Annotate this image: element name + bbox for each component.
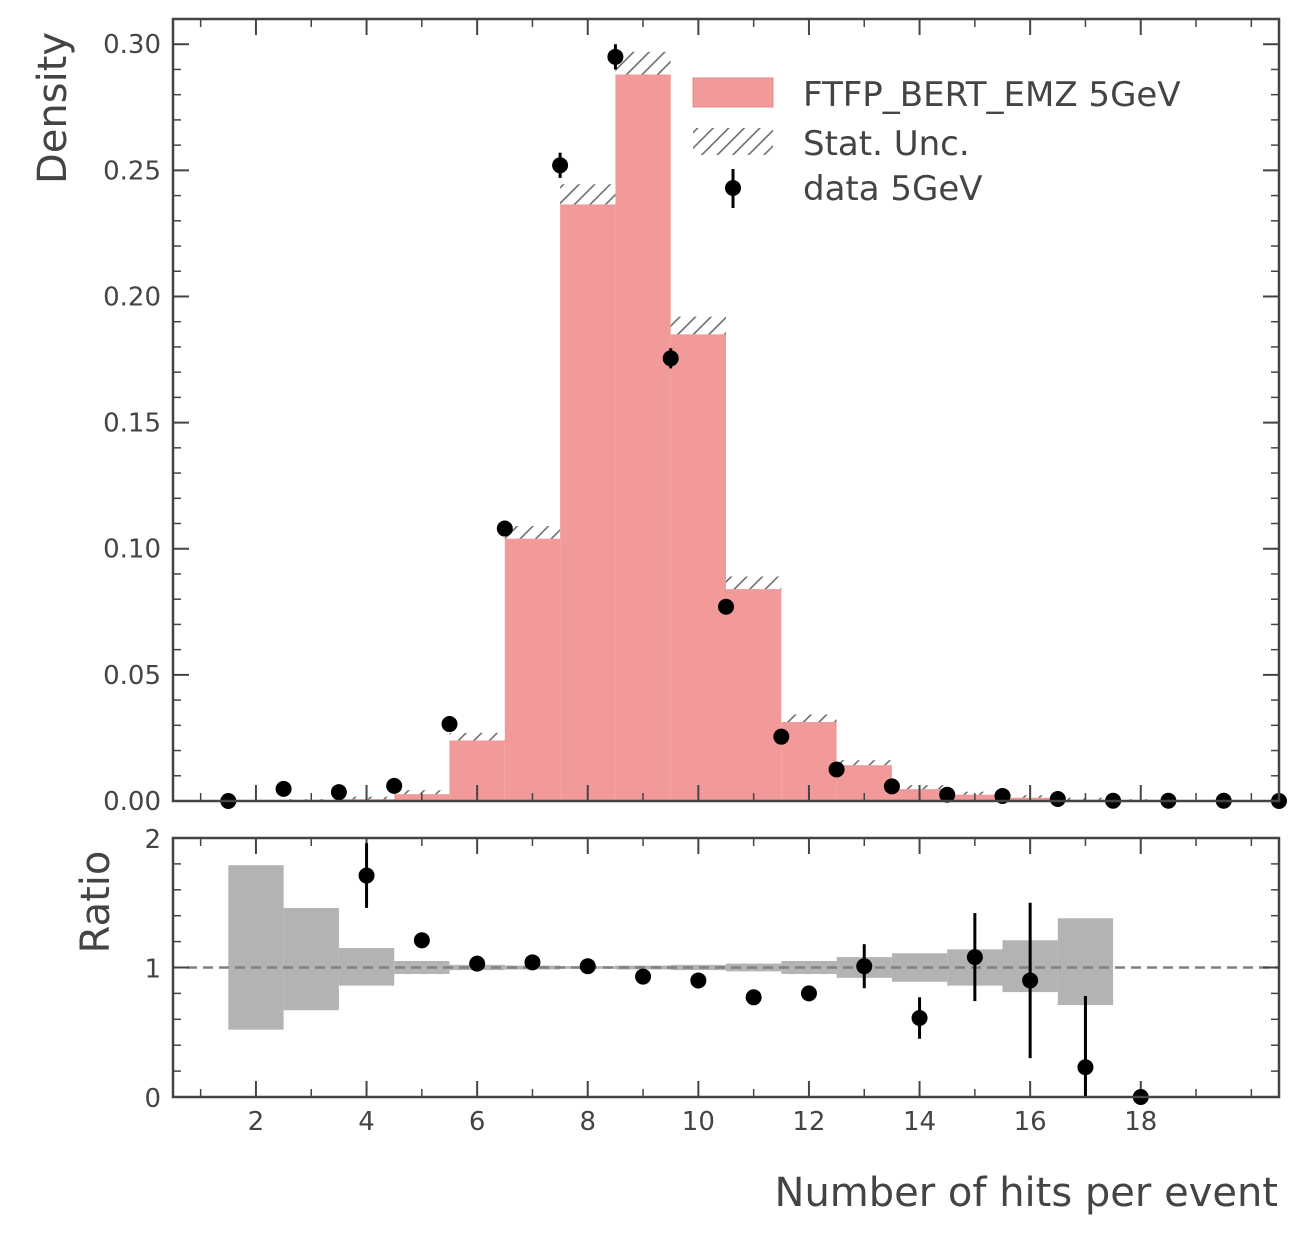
ratio-band-bin <box>1057 918 1114 1006</box>
legend-data-label: data 5GeV <box>803 169 983 209</box>
data-point <box>773 728 790 745</box>
ratio-point <box>966 949 983 966</box>
main-y-tick-label: 0.25 <box>103 156 161 186</box>
ratio-point <box>800 985 817 1002</box>
ratio-point <box>690 972 707 989</box>
main-plot-frame <box>171 17 1281 803</box>
stat-unc-hatch-layer <box>228 51 1279 801</box>
ratio-point <box>635 968 652 985</box>
ratio-point <box>856 958 873 975</box>
main-y-tick-labels: 0.00 0.05 0.10 0.15 0.20 0.25 0.30 <box>103 30 161 817</box>
x-tick-label: 8 <box>579 1107 596 1137</box>
main-y-tick-label: 0.00 <box>103 787 161 817</box>
x-tick-label: 16 <box>1014 1107 1047 1137</box>
x-axis-title: Number of hits per event <box>775 1170 1278 1216</box>
ratio-band-bin <box>891 953 948 982</box>
x-tick-label: 4 <box>358 1107 375 1137</box>
data-point <box>662 350 679 367</box>
legend-mc-swatch <box>692 77 774 108</box>
ratio-band-bin <box>394 961 450 974</box>
stat-unc-hatch <box>504 526 561 539</box>
stat-unc-hatch <box>560 184 616 205</box>
data-point <box>386 777 403 794</box>
ratio-point <box>911 1010 928 1027</box>
x-tick-label: 2 <box>248 1107 265 1137</box>
legend: FTFP_BERT_EMZ 5GeV Stat. Unc. data 5GeV <box>692 75 1181 209</box>
ratio-point <box>1022 972 1039 989</box>
x-tick-label: 12 <box>792 1107 825 1137</box>
ratio-point <box>469 955 486 972</box>
x-tick-label: 18 <box>1124 1107 1157 1137</box>
main-ticks <box>173 18 1279 802</box>
ratio-y-tick-labels: 0 1 2 <box>144 825 161 1114</box>
ratio-point <box>524 954 541 971</box>
stat-unc-hatch <box>836 760 892 766</box>
data-point <box>275 780 292 797</box>
stat-unc-hatch <box>615 51 671 75</box>
legend-data-marker <box>725 180 741 196</box>
stat-unc-hatch <box>394 790 450 795</box>
stat-unc-hatch <box>781 714 837 723</box>
mc-histogram-bar <box>726 582 782 801</box>
x-tick-label: 14 <box>903 1107 936 1137</box>
data-point <box>939 786 956 803</box>
main-y-tick-label: 0.20 <box>103 282 161 312</box>
mc-histogram-bar <box>504 532 561 801</box>
main-panel: Density 0.00 0.05 0.10 0.15 0.20 0.25 0.30 <box>30 17 1287 817</box>
data-point <box>441 716 458 733</box>
legend-stat-unc-label: Stat. Unc. <box>803 124 970 164</box>
data-point <box>607 48 624 65</box>
x-tick-label: 6 <box>469 1107 486 1137</box>
data-point <box>330 784 347 801</box>
ratio-y-tick-label: 2 <box>144 825 161 855</box>
stat-unc-hatch <box>726 576 782 590</box>
main-y-axis-title: Density <box>30 32 76 184</box>
ratio-point <box>413 932 430 949</box>
mc-histogram-bar <box>560 194 616 802</box>
x-tick-labels: 2 4 6 8 10 12 14 16 18 <box>248 1107 1158 1137</box>
data-point <box>1049 790 1066 807</box>
ratio-y-tick-label: 0 <box>144 1084 161 1114</box>
ratio-band-bin <box>781 961 837 974</box>
ratio-band-bin <box>670 964 726 971</box>
ratio-plot-frame <box>171 836 1281 1099</box>
ratio-point <box>1077 1059 1094 1076</box>
data-point <box>718 598 734 615</box>
x-tick-label: 10 <box>682 1107 715 1137</box>
legend-mc-label: FTFP_BERT_EMZ 5GeV <box>803 75 1181 115</box>
ratio-points-layer <box>358 843 1149 1105</box>
ratio-band-bin <box>283 907 339 1011</box>
ratio-y-tick-label: 1 <box>144 955 161 985</box>
stat-unc-hatch <box>449 732 505 741</box>
data-point <box>828 761 845 778</box>
ratio-point <box>579 958 596 975</box>
legend-stat-unc-swatch <box>693 128 773 155</box>
ratio-y-axis-title: Ratio <box>73 851 119 954</box>
data-points-layer <box>220 44 1287 809</box>
ratio-point <box>745 989 762 1006</box>
main-y-tick-label: 0.30 <box>103 30 161 60</box>
data-point <box>883 778 900 795</box>
ratio-uncertainty-band <box>228 865 1114 1030</box>
ratio-point <box>358 867 375 884</box>
main-y-tick-label: 0.10 <box>103 535 161 565</box>
stat-unc-hatch <box>670 316 726 335</box>
data-point <box>552 157 569 174</box>
ratio-panel: Ratio 012 2 4 6 8 10 12 14 16 18 Number of hits … <box>73 825 1281 1216</box>
data-point <box>496 520 513 537</box>
main-y-tick-label: 0.15 <box>103 409 161 439</box>
main-y-tick-label: 0.05 <box>103 661 161 691</box>
mc-histogram-bar <box>670 325 726 801</box>
ratio-band-bin <box>228 865 284 1030</box>
mc-histogram-layer <box>228 63 1279 802</box>
mc-histogram-bar <box>615 63 671 802</box>
